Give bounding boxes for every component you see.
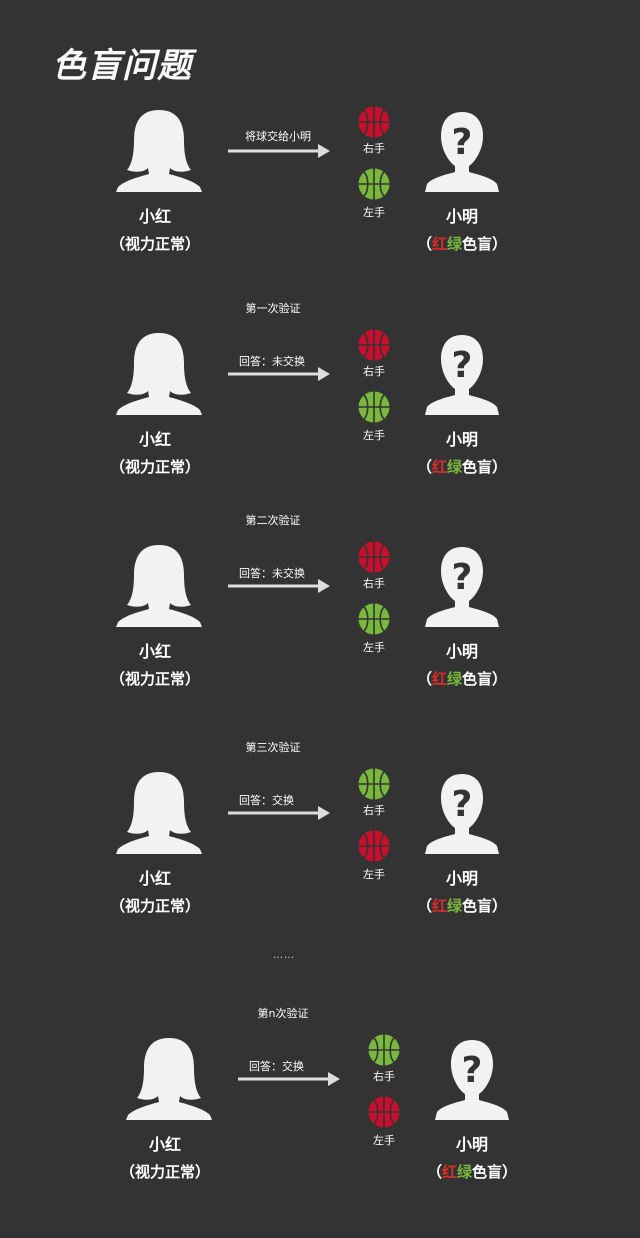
svg-text:?: ? [462, 1050, 483, 1091]
person-a-name: 小红 [148, 1135, 181, 1154]
man-question-mark-icon: ? [417, 772, 507, 854]
person-b-name: 小明 [445, 642, 478, 661]
right-hand-label: 右手 [363, 577, 385, 590]
stage-label: 第二次验证 [245, 514, 301, 527]
man-question-mark-icon: ? [417, 333, 507, 415]
person-a-note: （视力正常） [109, 235, 200, 253]
person-a-note: （视力正常） [109, 458, 200, 476]
woman-silhouette-icon [114, 772, 204, 854]
right-arrow-icon [228, 579, 330, 593]
woman-silhouette-icon [114, 333, 204, 415]
verification-panel-5: 第n次验证 小红 （视力正常） 回答：交换 右手 左手 ? 小明 （红 [0, 1007, 640, 1238]
person-a-note: （视力正常） [109, 670, 200, 688]
ellipsis-text: …… [273, 950, 295, 961]
left-hand-label: 左手 [373, 1134, 395, 1147]
right-arrow-icon [228, 144, 330, 158]
svg-text:?: ? [452, 784, 473, 825]
right-arrow-icon [228, 367, 330, 381]
action-text: 将球交给小明 [245, 130, 311, 143]
page-title: 色盲问题 [52, 46, 192, 86]
red-ball-icon [358, 541, 390, 573]
person-a-name: 小红 [138, 207, 171, 226]
person-a-name: 小红 [138, 642, 171, 661]
right-hand-label: 右手 [363, 142, 385, 155]
person-a-name: 小红 [138, 869, 171, 888]
woman-silhouette-icon [114, 545, 204, 627]
right-arrow-icon [228, 806, 330, 820]
svg-text:?: ? [452, 557, 473, 598]
green-ball-icon [368, 1034, 400, 1066]
verification-panel-3: 第二次验证 小红 （视力正常） 回答：未交换 右手 左手 ? 小明 （ [0, 514, 640, 745]
person-b-name: 小明 [445, 430, 478, 449]
person-b-name: 小明 [445, 207, 478, 226]
woman-silhouette-icon [114, 110, 204, 192]
action-text: 回答：交换 [239, 794, 294, 807]
green-ball-icon [358, 603, 390, 635]
person-a-name: 小红 [138, 430, 171, 449]
left-hand-label: 左手 [363, 641, 385, 654]
stage-label: 第一次验证 [245, 302, 301, 315]
man-question-mark-icon: ? [427, 1038, 517, 1120]
verification-panel-1: 小红 （视力正常） 将球交给小明 右手 左手 ? 小明 （红绿色盲） [0, 106, 640, 310]
person-b-note: （红绿色盲） [416, 897, 508, 915]
red-ball-icon [358, 830, 390, 862]
red-ball-icon [358, 329, 390, 361]
right-arrow-icon [238, 1072, 340, 1086]
action-text: 回答：未交换 [239, 355, 305, 368]
stage-label: 第三次验证 [245, 741, 301, 754]
left-hand-label: 左手 [363, 868, 385, 881]
person-b-note: （红绿色盲） [416, 670, 508, 688]
left-hand-label: 左手 [363, 206, 385, 219]
man-question-mark-icon: ? [417, 545, 507, 627]
verification-panel-4: 第三次验证 小红 （视力正常） 回答：交换 右手 左手 ? 小明 （红 [0, 741, 640, 972]
right-hand-label: 右手 [363, 365, 385, 378]
stage-label: 第n次验证 [257, 1007, 309, 1020]
action-text: 回答：交换 [249, 1060, 304, 1073]
svg-text:?: ? [452, 345, 473, 386]
green-ball-icon [358, 168, 390, 200]
right-hand-label: 右手 [373, 1070, 395, 1083]
action-text: 回答：未交换 [239, 567, 305, 580]
person-b-name: 小明 [445, 869, 478, 888]
person-b-note: （红绿色盲） [416, 235, 508, 253]
man-question-mark-icon: ? [417, 110, 507, 192]
left-hand-label: 左手 [363, 429, 385, 442]
red-ball-icon [368, 1096, 400, 1128]
verification-panel-2: 第一次验证 小红 （视力正常） 回答：未交换 右手 左手 ? 小明 （ [0, 302, 640, 533]
person-a-note: （视力正常） [119, 1163, 210, 1181]
person-b-note: （红绿色盲） [426, 1163, 518, 1181]
person-b-note: （红绿色盲） [416, 458, 508, 476]
svg-text:?: ? [452, 122, 473, 163]
right-hand-label: 右手 [363, 804, 385, 817]
green-ball-icon [358, 768, 390, 800]
person-a-note: （视力正常） [109, 897, 200, 915]
woman-silhouette-icon [124, 1038, 214, 1120]
green-ball-icon [358, 391, 390, 423]
person-b-name: 小明 [455, 1135, 488, 1154]
red-ball-icon [358, 106, 390, 138]
